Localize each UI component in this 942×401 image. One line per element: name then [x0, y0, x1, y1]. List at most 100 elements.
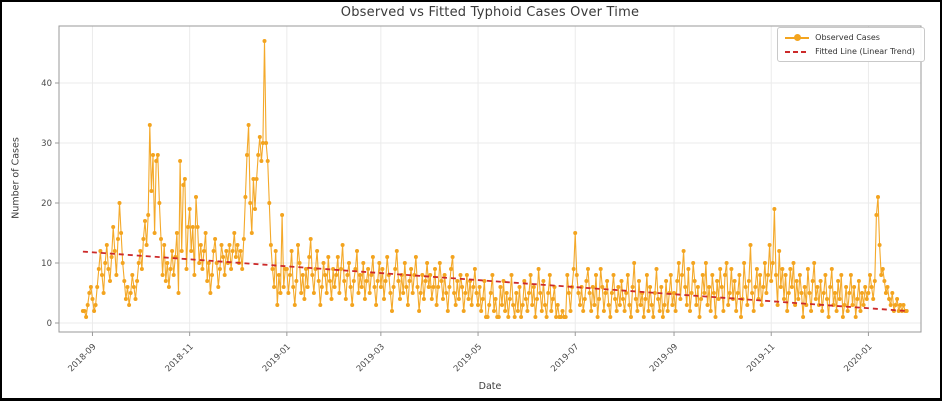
- observed-marker: [92, 309, 97, 313]
- observed-marker: [235, 243, 240, 247]
- observed-marker: [617, 303, 622, 307]
- observed-marker: [464, 273, 469, 277]
- observed-marker: [136, 261, 141, 265]
- observed-marker: [189, 249, 194, 253]
- observed-marker: [770, 261, 775, 265]
- observed-marker: [546, 291, 551, 295]
- observed-marker: [391, 285, 396, 289]
- observed-marker: [477, 285, 482, 289]
- observed-marker: [178, 159, 183, 163]
- chart-title: Observed vs Fitted Typhoid Cases Over Ti…: [340, 5, 640, 20]
- observed-marker: [801, 315, 806, 319]
- observed-marker: [170, 249, 175, 253]
- observed-marker: [103, 261, 108, 265]
- observed-marker: [82, 309, 87, 313]
- observed-marker: [447, 285, 452, 289]
- x-tick-label: 2019-01: [261, 342, 293, 374]
- observed-marker: [227, 243, 232, 247]
- observed-marker: [385, 255, 390, 259]
- observed-marker: [715, 279, 720, 283]
- observed-marker: [168, 267, 173, 271]
- observed-marker: [111, 225, 116, 229]
- observed-marker: [229, 267, 234, 271]
- observed-marker: [660, 315, 665, 319]
- observed-marker: [460, 285, 465, 289]
- observed-marker: [421, 297, 426, 301]
- observed-marker: [259, 159, 264, 163]
- observed-marker: [853, 315, 858, 319]
- observed-marker: [407, 279, 412, 283]
- observed-marker: [375, 279, 380, 283]
- observed-marker: [299, 291, 304, 295]
- observed-marker: [492, 309, 496, 313]
- observed-marker: [409, 267, 414, 271]
- y-axis-label: Number of Cases: [10, 137, 22, 219]
- observed-marker: [805, 267, 810, 271]
- observed-marker: [544, 315, 549, 319]
- observed-marker: [343, 297, 348, 301]
- observed-marker: [821, 291, 826, 295]
- observed-marker: [471, 285, 476, 289]
- observed-marker: [732, 279, 737, 283]
- observed-marker: [174, 231, 179, 235]
- observed-marker: [253, 207, 257, 211]
- observed-marker: [160, 273, 165, 277]
- observed-marker: [202, 249, 206, 253]
- observed-marker: [490, 273, 495, 277]
- observed-marker: [104, 243, 109, 247]
- fitted-trend-line: [82, 250, 907, 312]
- observed-marker: [353, 267, 358, 271]
- observed-marker: [257, 135, 262, 139]
- observed-marker: [898, 303, 903, 307]
- observed-marker: [270, 267, 275, 271]
- observed-marker: [372, 285, 377, 289]
- observed-marker: [825, 297, 829, 301]
- observed-marker: [802, 285, 807, 289]
- observed-marker: [361, 261, 366, 265]
- observed-marker: [434, 303, 439, 307]
- legend-item-fitted: Fitted Line (Linear Trend): [785, 47, 915, 56]
- observed-marker: [273, 249, 278, 253]
- observed-marker: [697, 315, 702, 319]
- observed-marker: [680, 273, 684, 277]
- observed-marker: [555, 303, 560, 307]
- observed-marker: [248, 201, 253, 205]
- observed-marker: [833, 291, 837, 295]
- observed-marker: [883, 291, 888, 295]
- observed-marker: [764, 291, 769, 295]
- observed-marker: [108, 279, 112, 283]
- observed-marker: [444, 291, 449, 295]
- observed-marker: [718, 267, 723, 271]
- observed-marker: [359, 285, 364, 289]
- observed-marker: [630, 285, 635, 289]
- observed-marker: [735, 291, 740, 295]
- observed-marker: [745, 303, 750, 307]
- legend: Observed Cases Fitted Line (Linear Trend…: [777, 27, 925, 62]
- observed-marker: [769, 279, 774, 283]
- observed-marker: [219, 243, 224, 247]
- observed-marker: [128, 291, 133, 295]
- observed-marker: [296, 243, 300, 247]
- observed-marker: [782, 297, 786, 301]
- observed-marker: [101, 291, 106, 295]
- observed-marker: [509, 273, 514, 277]
- observed-marker: [600, 285, 605, 289]
- observed-marker: [198, 243, 203, 247]
- y-tick-label: 40: [41, 79, 52, 89]
- observed-marker: [364, 279, 369, 283]
- observed-marker: [619, 279, 624, 283]
- observed-marker: [504, 291, 509, 295]
- observed-marker: [232, 231, 237, 235]
- observed-marker: [893, 303, 898, 307]
- observed-marker: [117, 201, 122, 205]
- observed-marker: [512, 315, 517, 319]
- observed-marker: [796, 297, 801, 301]
- x-tick-label: 2019-05: [452, 342, 484, 374]
- observed-marker: [482, 279, 487, 283]
- observed-line-swatch: [785, 34, 810, 41]
- observed-marker: [260, 141, 265, 145]
- observed-marker: [689, 291, 694, 295]
- observed-marker: [641, 315, 646, 319]
- observed-marker: [436, 285, 441, 289]
- observed-marker: [326, 255, 331, 259]
